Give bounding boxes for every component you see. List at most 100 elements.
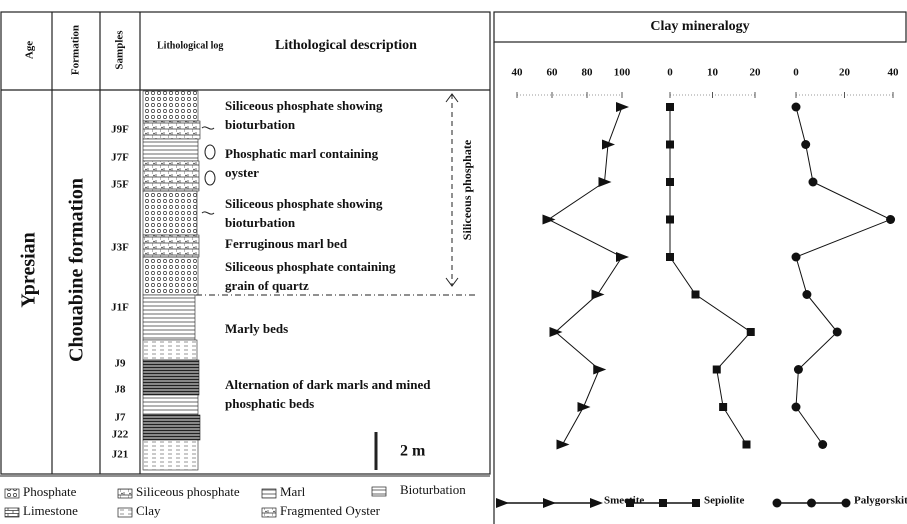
marker bbox=[598, 177, 612, 187]
legend-swatch bbox=[261, 488, 277, 499]
profile-line bbox=[547, 106, 623, 445]
profile-line bbox=[795, 106, 892, 445]
x-tick-label: 80 bbox=[582, 67, 594, 79]
marker bbox=[556, 439, 570, 450]
description: phosphatic beds bbox=[225, 396, 314, 411]
description: Marly beds bbox=[225, 321, 288, 336]
legend-swatch bbox=[117, 488, 133, 499]
x-tick-label: 0 bbox=[793, 67, 799, 79]
description: bioturbation bbox=[225, 117, 296, 132]
description: bioturbation bbox=[225, 215, 296, 230]
legend-label: Palygorskite bbox=[854, 495, 907, 507]
sample-label: J21 bbox=[112, 449, 129, 461]
x-tick-label: 20 bbox=[839, 67, 851, 79]
sample-label: J8 bbox=[115, 384, 127, 396]
marker bbox=[691, 290, 700, 299]
marker bbox=[742, 440, 751, 449]
legend-swatch bbox=[261, 507, 277, 518]
sample-label: J5F bbox=[111, 179, 129, 191]
legend-marker bbox=[590, 498, 603, 508]
description: Siliceous phosphate showing bbox=[225, 196, 383, 211]
description: grain of quartz bbox=[225, 278, 309, 293]
x-tick-label: 40 bbox=[888, 67, 900, 79]
legend-swatch bbox=[117, 507, 133, 518]
legend-marker bbox=[543, 498, 556, 508]
scale-label: 2 m bbox=[400, 443, 426, 460]
marker bbox=[616, 252, 629, 262]
log-icons bbox=[201, 126, 216, 215]
marker bbox=[791, 402, 801, 412]
marker bbox=[832, 327, 842, 337]
marker bbox=[791, 252, 801, 262]
marker bbox=[818, 440, 828, 449]
legend-label: Marl bbox=[280, 484, 306, 499]
marker bbox=[542, 214, 556, 225]
marker bbox=[791, 102, 801, 112]
interval-marker bbox=[196, 93, 475, 470]
marker bbox=[549, 327, 563, 337]
legend-marker bbox=[807, 498, 816, 508]
formation: Chouabine formation bbox=[66, 178, 88, 362]
description: oyster bbox=[225, 165, 259, 180]
legend-swatch bbox=[4, 488, 20, 499]
marker bbox=[886, 215, 896, 224]
marker bbox=[666, 103, 674, 111]
marker bbox=[793, 365, 803, 374]
chart-title: Clay mineralogy bbox=[650, 19, 749, 34]
legend-label: Phosphate bbox=[23, 484, 77, 499]
age: Ypresian bbox=[18, 232, 40, 308]
legend-marker bbox=[626, 499, 634, 507]
x-tick-label: 20 bbox=[750, 67, 762, 79]
sample-label: J7F bbox=[111, 152, 129, 164]
header-age: Age bbox=[24, 41, 36, 59]
lithology-column bbox=[142, 90, 201, 471]
marker bbox=[666, 253, 674, 261]
legend-label: Clay bbox=[136, 503, 161, 518]
marker bbox=[746, 328, 755, 336]
marker bbox=[801, 140, 811, 149]
legend-label: Siliceous phosphate bbox=[136, 484, 240, 499]
marker bbox=[666, 140, 674, 149]
x-tick-label: 0 bbox=[667, 67, 673, 79]
description: Siliceous phosphate containing bbox=[225, 259, 396, 274]
sample-label: J1F bbox=[111, 302, 129, 314]
marker bbox=[666, 178, 674, 186]
header-formation: Formation bbox=[70, 25, 82, 75]
marker bbox=[602, 139, 615, 150]
profile-line bbox=[669, 107, 752, 445]
sample-label: J22 bbox=[112, 429, 129, 441]
x-tick-label: 10 bbox=[707, 67, 719, 79]
marker bbox=[666, 215, 674, 224]
x-tick-label: 60 bbox=[547, 67, 559, 79]
marker bbox=[593, 364, 607, 375]
description: Ferruginous marl bed bbox=[225, 236, 348, 251]
log-frame bbox=[0, 11, 907, 524]
x-tick-label: 40 bbox=[512, 67, 524, 79]
marker bbox=[577, 402, 591, 412]
header-log: Lithological log bbox=[157, 40, 223, 51]
legend-label: Bioturbation bbox=[400, 482, 466, 497]
description: Alternation of dark marls and mined bbox=[225, 377, 431, 392]
description: Phosphatic marl containing bbox=[225, 146, 379, 161]
marker bbox=[719, 403, 728, 411]
marker bbox=[802, 290, 812, 299]
sample-label: J9F bbox=[111, 124, 129, 136]
legend-marker bbox=[841, 498, 851, 508]
legend-marker bbox=[659, 499, 667, 507]
legend-marker bbox=[772, 498, 782, 508]
marker bbox=[591, 289, 605, 300]
legend-marker bbox=[692, 499, 700, 507]
marker bbox=[712, 365, 721, 374]
header-description: Lithological description bbox=[275, 38, 417, 53]
marker bbox=[808, 177, 818, 187]
legend-marker bbox=[496, 498, 509, 508]
legend-label: Smectite bbox=[604, 495, 644, 507]
x-tick-label: 100 bbox=[614, 67, 631, 79]
legend-label: Limestone bbox=[23, 503, 78, 518]
legend-swatch bbox=[4, 507, 20, 518]
legend-label: Sepiolite bbox=[704, 495, 744, 507]
sample-label: J9 bbox=[115, 358, 127, 370]
description: Siliceous phosphate showing bbox=[225, 98, 383, 113]
legend-label: Fragmented Oyster bbox=[280, 503, 381, 518]
